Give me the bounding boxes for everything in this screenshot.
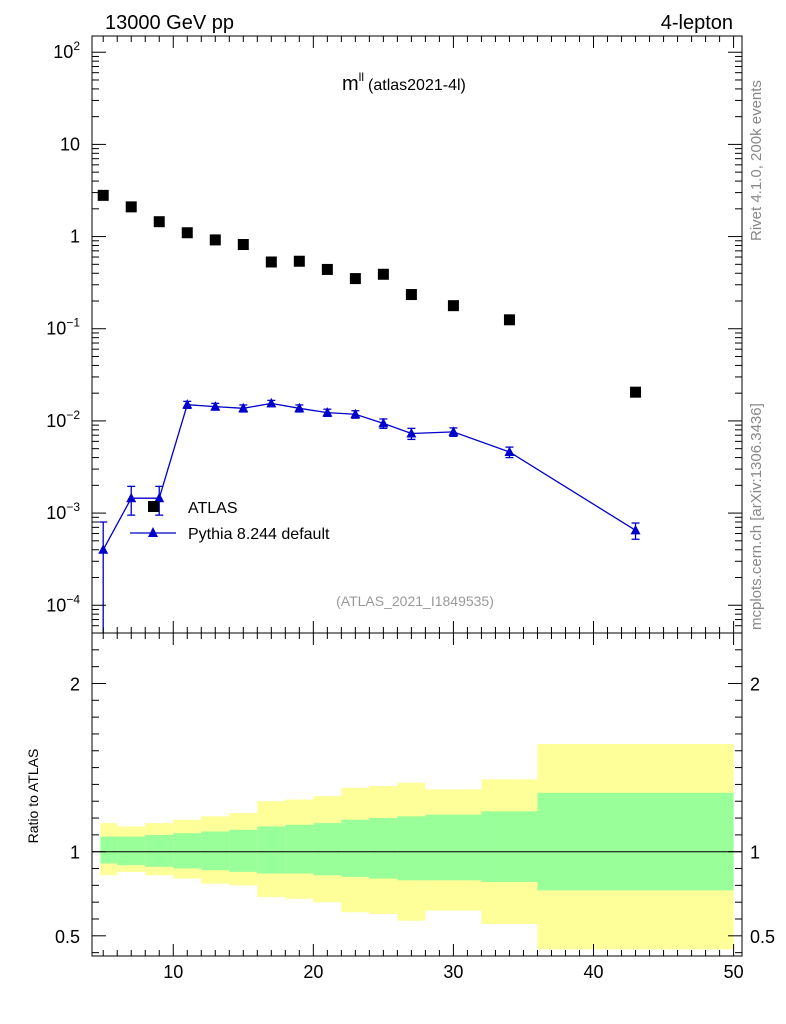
atlas-point-6 <box>265 256 277 268</box>
main-panel: 10−4 10−3 10−2 10−1 1 10 102 mll (atlas2021-4l)… <box>46 35 743 634</box>
pythia-point-6 <box>266 397 277 408</box>
main-y-tick-label-4: 1 <box>70 227 80 247</box>
x-tick-label-50: 50 <box>724 962 744 982</box>
rivet-version-label: Rivet 4.1.0, 200k events <box>748 80 765 241</box>
legend-pythia-marker <box>148 527 158 537</box>
pythia-point-0 <box>98 544 109 554</box>
pythia-point-8 <box>322 407 333 417</box>
ratio-band-green-10 <box>369 818 398 879</box>
atlas-point-14 <box>630 386 642 398</box>
ratio-y-tick-label-right-0: 0.5 <box>750 927 775 947</box>
ratio-band-green-14 <box>537 792 734 891</box>
ratio-panel: 0.5 0.5 1 1 2 2 Ratio to ATLAS <box>25 632 775 957</box>
ratio-band-green-0 <box>100 836 118 864</box>
ratio-band-green-8 <box>313 823 342 876</box>
ratio-y-tick-label-left-2: 2 <box>70 674 80 694</box>
plot-title-sub: (atlas2021-4l) <box>368 77 466 94</box>
pythia-series <box>98 397 641 633</box>
main-y-tick-label-5: 10 <box>60 134 80 154</box>
main-y-tick-label-2: 10−2 <box>46 408 80 431</box>
atlas-series <box>97 189 642 398</box>
pythia-point-3 <box>182 399 193 409</box>
ratio-band-green-12 <box>425 814 482 881</box>
atlas-point-1 <box>125 201 137 213</box>
legend-atlas-marker <box>148 501 159 512</box>
ratio-y-tick-label-left-0: 0.5 <box>55 927 80 947</box>
atlas-point-9 <box>349 273 361 285</box>
atlas-point-13 <box>503 314 515 326</box>
legend: ATLAS Pythia 8.244 default <box>130 500 330 543</box>
atlas-point-2 <box>153 216 165 228</box>
pythia-point-14 <box>630 524 641 535</box>
ratio-band-green-3 <box>173 833 202 869</box>
ratio-band-green-11 <box>397 816 426 881</box>
atlas-point-12 <box>447 300 459 312</box>
x-tick-label-30: 30 <box>443 962 463 982</box>
x-tick-label-10: 10 <box>163 962 183 982</box>
ratio-bands <box>100 744 734 950</box>
pythia-point-5 <box>238 402 249 413</box>
header-left-label: 13000 GeV pp <box>105 12 234 34</box>
x-tick-label-40: 40 <box>583 962 603 982</box>
pythia-point-10 <box>378 417 389 428</box>
ratio-band-green-1 <box>117 836 146 866</box>
mcplots-label: mcplots.cern.ch [arXiv:1306.3436] <box>748 403 765 630</box>
plot-title-main: m <box>342 73 359 95</box>
plot-title-sup: ll <box>359 70 364 84</box>
main-y-tick-label-1: 10−3 <box>46 500 80 523</box>
pythia-point-2 <box>154 492 165 503</box>
ratio-y-tick-label-left-1: 1 <box>70 843 80 863</box>
pythia-point-13 <box>504 446 515 456</box>
main-y-tick-label-0: 10−4 <box>46 592 80 615</box>
ratio-band-green-6 <box>257 826 286 874</box>
pythia-point-11 <box>406 428 417 438</box>
ratio-y-tick-label-right-2: 2 <box>750 674 760 694</box>
main-y-tick-label-6: 102 <box>53 39 80 62</box>
ratio-plot-frame <box>91 632 743 957</box>
ratio-band-green-5 <box>229 829 258 872</box>
atlas-point-0 <box>97 189 109 201</box>
header-right-label: 4-lepton <box>661 12 733 34</box>
pythia-point-9 <box>350 408 361 419</box>
atlas-point-3 <box>181 227 193 239</box>
ratio-band-green-2 <box>145 834 174 867</box>
analysis-id-label: (ATLAS_2021_I1849535) <box>336 593 494 609</box>
atlas-point-8 <box>321 263 333 275</box>
ratio-band-green-7 <box>285 824 314 874</box>
main-plot-frame <box>91 35 743 634</box>
pythia-line <box>102 402 636 551</box>
ratio-band-green-4 <box>201 831 230 871</box>
atlas-point-7 <box>293 255 305 267</box>
atlas-point-10 <box>377 268 389 280</box>
x-tick-label-20: 20 <box>303 962 323 982</box>
legend-pythia-label: Pythia 8.244 default <box>188 526 330 543</box>
atlas-point-5 <box>237 239 249 251</box>
legend-atlas-label: ATLAS <box>188 500 238 517</box>
ratio-band-green-13 <box>481 811 538 882</box>
ratio-ylabel: Ratio to ATLAS <box>25 749 41 844</box>
plot-title: mll (atlas2021-4l) <box>342 70 466 95</box>
pythia-point-12 <box>448 426 459 436</box>
atlas-point-11 <box>405 289 417 301</box>
pythia-point-1 <box>126 492 137 503</box>
pythia-point-4 <box>210 401 221 411</box>
ratio-band-green-9 <box>341 819 370 877</box>
atlas-point-4 <box>209 234 221 246</box>
pythia-point-7 <box>294 402 305 413</box>
main-y-tick-label-3: 10−1 <box>46 316 80 339</box>
ratio-y-tick-label-right-1: 1 <box>750 843 760 863</box>
